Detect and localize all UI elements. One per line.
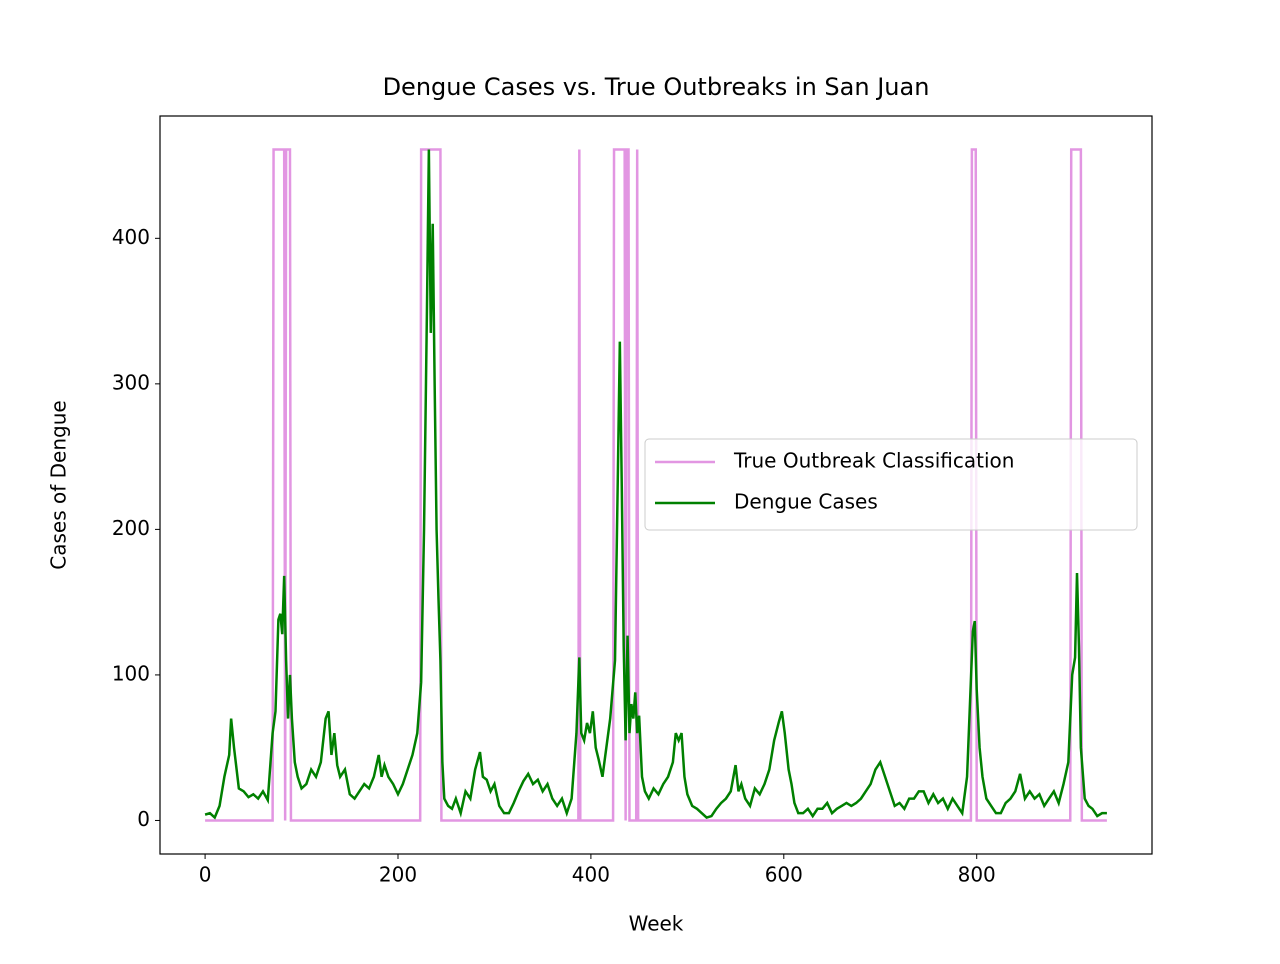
x-tick-label: 600 — [765, 863, 803, 887]
series-line — [204, 149, 1107, 820]
chart-title: Dengue Cases vs. True Outbreaks in San J… — [383, 73, 930, 101]
y-tick-label: 300 — [112, 370, 150, 394]
plot-frame — [159, 115, 1153, 855]
legend-label: Dengue Cases — [734, 490, 878, 514]
x-axis-label: Week — [629, 912, 684, 936]
y-tick-label: 200 — [112, 516, 150, 540]
legend-box — [644, 438, 1138, 531]
x-tick-label: 0 — [199, 863, 212, 887]
x-tick-label: 400 — [572, 863, 610, 887]
x-tick-label: 200 — [379, 863, 417, 887]
y-tick-label: 400 — [112, 225, 150, 249]
legend-label: True Outbreak Classification — [733, 449, 1014, 473]
x-tick-label: 800 — [958, 863, 996, 887]
y-axis-label: Cases of Dengue — [47, 400, 71, 569]
y-tick-label: 100 — [112, 661, 150, 685]
y-tick-label: 0 — [137, 807, 150, 831]
